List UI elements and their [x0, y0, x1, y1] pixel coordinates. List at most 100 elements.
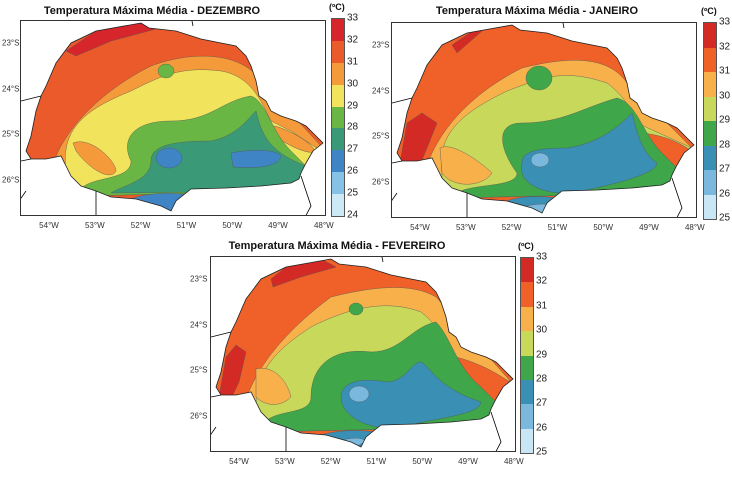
colorbar-swatch: [332, 150, 344, 173]
temperature-band-26-27: [155, 147, 183, 169]
colorbar-tick-label: 30: [719, 90, 731, 101]
temperature-band-28-29: [348, 302, 364, 316]
colorbar-tick-label: 28: [347, 121, 359, 133]
colorbar-swatch: [521, 258, 533, 283]
colorbar-unit: (ºC): [329, 2, 345, 12]
map-frame: [20, 20, 326, 216]
colorbar-tick-label: 27: [719, 163, 731, 175]
temperature-band-30-31: [255, 368, 292, 405]
longitude-label: 49°W: [458, 457, 478, 466]
colorbar-tick-label: 32: [536, 275, 548, 287]
temperature-band-32-33: [451, 27, 483, 54]
longitude-label: 53°W: [84, 221, 105, 230]
colorbar-swatch: [704, 145, 716, 170]
temperature-band-30-31: [439, 146, 493, 185]
colorbar-tick-label: 28: [536, 373, 548, 385]
colorbar-tick-label: 26: [719, 188, 731, 199]
colorbar-unit: (ºC): [518, 241, 534, 251]
colorbar-tick-label: 25: [347, 187, 359, 199]
latitude-label: 25°S: [190, 365, 208, 375]
state-outline: [25, 22, 324, 212]
map-frame: [210, 256, 516, 452]
longitude-label: 52°W: [320, 457, 341, 466]
colorbar-swatch: [332, 172, 344, 195]
longitude-label: 51°W: [547, 223, 568, 232]
colorbar-tick-label: 33: [347, 12, 359, 24]
state-outline: [215, 258, 514, 448]
contour-map: [392, 23, 695, 217]
colorbar-tick-label: 27: [536, 397, 548, 409]
state-outline: [396, 24, 695, 214]
colorbar: [331, 18, 345, 217]
longitude-label: 48°W: [503, 457, 524, 466]
colorbar-swatch: [521, 306, 533, 332]
latitude-label: 23°S: [2, 38, 20, 48]
map-title: Temperatura Máxima Média - DEZEMBRO: [43, 5, 261, 17]
colorbar-swatch: [332, 40, 344, 63]
colorbar-swatch: [521, 355, 533, 380]
temperature-band-26-27: [230, 150, 282, 168]
colorbar-tick-label: 29: [536, 349, 548, 360]
latitude-label: 24°S: [2, 84, 20, 93]
colorbar-swatch: [521, 282, 533, 307]
map-frame: [391, 22, 697, 218]
contour-map: [211, 257, 514, 451]
colorbar-swatch: [332, 194, 344, 217]
colorbar-tick-label: 30: [536, 324, 548, 336]
colorbar-swatch: [521, 331, 533, 356]
longitude-label: 49°W: [268, 221, 288, 230]
longitude-label: 52°W: [501, 223, 522, 232]
colorbar-tick-label: 31: [536, 300, 548, 312]
colorbar-swatch: [332, 62, 344, 85]
colorbar-tick-label: 33: [719, 16, 731, 28]
colorbar-tick-label: 31: [347, 56, 359, 68]
temperature-band-26-27: [130, 193, 197, 211]
latitude-label: 24°S: [190, 320, 208, 329]
colorbar-tick-label: 33: [536, 251, 548, 263]
longitude-label: 54°W: [39, 221, 59, 230]
latitude-label: 24°S: [372, 86, 390, 95]
colorbar-unit: (ºC): [701, 6, 717, 16]
colorbar-tick-label: 25: [536, 446, 548, 458]
colorbar-tick-label: 29: [347, 100, 359, 112]
temperature-band-27-28: [110, 110, 307, 194]
colorbar-tick-label: 28: [719, 139, 731, 150]
colorbar-swatch: [704, 72, 716, 97]
colorbar-tick-label: 26: [347, 165, 359, 177]
colorbar-swatch: [521, 379, 533, 405]
colorbar: [520, 257, 534, 454]
colorbar-tick-label: 32: [719, 41, 731, 52]
map-title: Temperatura Máxima Média - FEVEREIRO: [228, 240, 446, 252]
latitude-label: 25°S: [2, 129, 20, 139]
latitude-label: 26°S: [2, 175, 20, 184]
longitude-label: 50°W: [222, 221, 243, 230]
longitude-label: 53°W: [455, 223, 476, 232]
colorbar-tick-label: 27: [347, 143, 359, 155]
latitude-label: 26°S: [190, 411, 208, 420]
colorbar-tick-label: 29: [719, 114, 731, 126]
temperature-band-28-29: [525, 65, 553, 91]
longitude-label: 54°W: [410, 223, 430, 232]
colorbar-swatch: [704, 121, 716, 146]
colorbar-tick-label: 30: [347, 78, 359, 90]
longitude-label: 52°W: [130, 221, 151, 230]
latitude-label: 23°S: [190, 274, 208, 284]
longitude-label: 50°W: [412, 457, 433, 466]
longitude-label: 53°W: [274, 457, 295, 466]
longitude-label: 51°W: [176, 221, 197, 230]
colorbar-swatch: [704, 47, 716, 72]
colorbar-swatch: [332, 19, 344, 41]
colorbar-swatch: [332, 128, 344, 151]
longitude-label: 49°W: [639, 223, 659, 232]
colorbar-swatch: [521, 404, 533, 429]
longitude-label: 51°W: [366, 457, 387, 466]
longitude-label: 48°W: [313, 221, 334, 230]
map-title: Temperatura Máxima Média - JANEIRO: [435, 5, 639, 17]
longitude-label: 48°W: [684, 223, 705, 232]
colorbar-tick-label: 26: [536, 422, 548, 434]
colorbar-tick-label: 32: [347, 34, 359, 46]
colorbar-tick-label: 31: [719, 65, 731, 77]
colorbar-swatch: [332, 84, 344, 107]
colorbar-swatch: [521, 428, 533, 453]
colorbar-tick-label: 24: [347, 209, 359, 221]
